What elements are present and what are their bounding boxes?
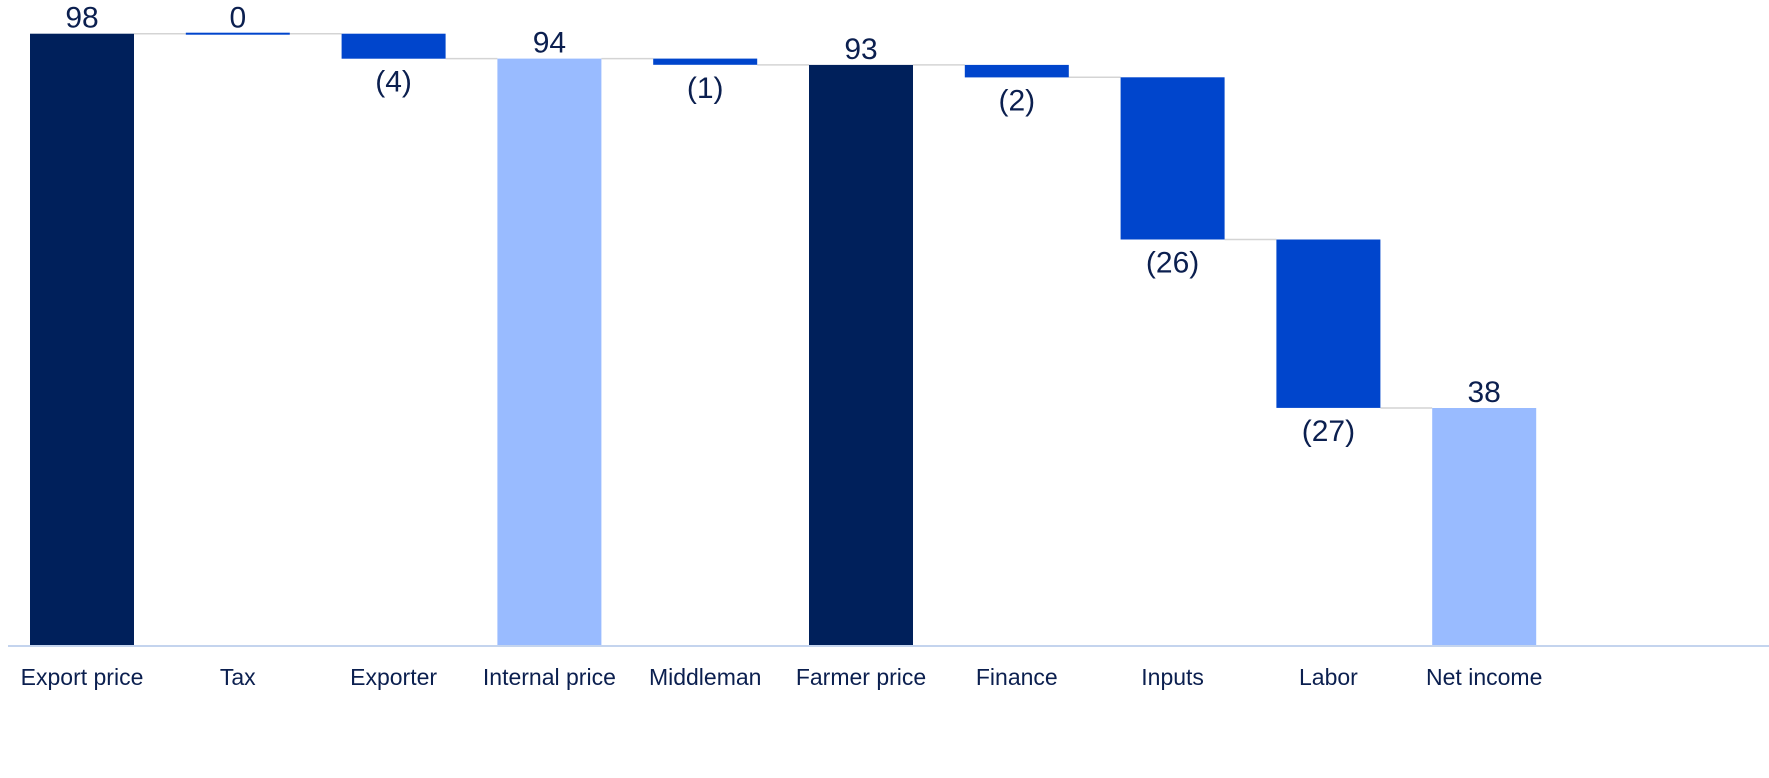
value-label: (4) [375,66,412,99]
category-label: Inputs [1141,664,1204,690]
value-label: 93 [844,33,877,66]
category-label: Farmer price [796,664,926,690]
category-label: Middleman [649,664,762,690]
bar-tax [185,32,290,35]
value-label: 94 [533,27,566,60]
value-label: 98 [65,2,98,35]
category-label: Internal price [483,664,616,690]
category-label: Labor [1299,664,1358,690]
category-label: Exporter [350,664,437,690]
category-label: Tax [220,664,256,690]
bar-inputs [1120,77,1225,240]
bar-internal-price [497,58,602,646]
bar-middleman [653,58,758,65]
value-label: 0 [229,2,246,35]
value-labels: 98 0 (4) 94 (1) 93 (2) (26) (27) 38 [65,2,1501,448]
value-label: 38 [1468,376,1501,409]
value-label: (26) [1146,247,1199,280]
category-label: Finance [976,664,1058,690]
bar-exporter [341,33,446,59]
bar-labor [1276,239,1381,408]
value-label: (1) [687,72,724,105]
bars [30,32,1537,646]
bar-finance [964,64,1069,78]
bar-export-price [30,33,134,645]
bar-net-income [1432,408,1537,645]
bar-farmer-price [809,64,913,645]
category-label: Net income [1426,664,1542,690]
value-label: (27) [1302,415,1355,448]
value-label: (2) [998,84,1035,117]
category-labels: Export price Tax Exporter Internal price Mid… [21,664,1543,690]
category-label: Export price [21,664,144,690]
connector-lines [134,32,1433,409]
